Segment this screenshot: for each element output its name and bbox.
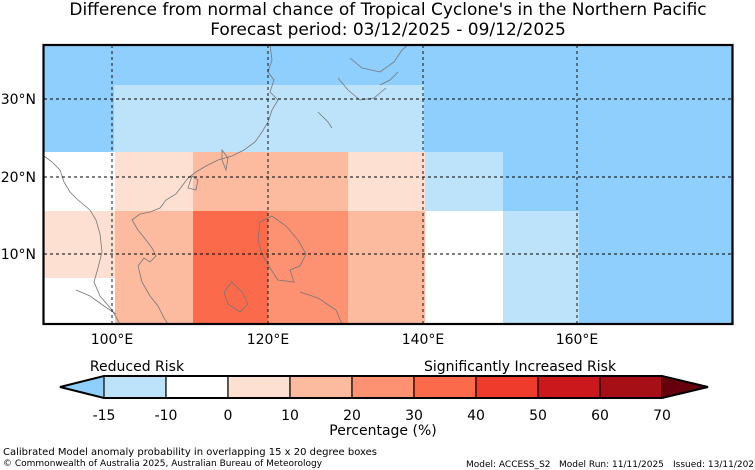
legend-color-box — [599, 375, 663, 399]
lat-label-30n: 30°N — [1, 92, 36, 108]
map-title: Difference from normal chance of Tropica… — [69, 0, 707, 20]
footer-model: Model: ACCESS_S2 — [466, 460, 551, 470]
footer-method-note: Calibrated Model anomaly probability in … — [3, 447, 378, 458]
lon-label-120e: 120°E — [247, 332, 290, 348]
legend-color-box — [413, 375, 477, 399]
footer-copyright: © Commonwealth of Australia 2025, Austra… — [3, 459, 323, 469]
legend-tick-label: 0 — [224, 408, 233, 424]
map-frame — [42, 43, 734, 326]
forecast-period: Forecast period: 03/12/2025 - 09/12/2025 — [210, 20, 566, 40]
legend-axis-label: Percentage (%) — [329, 423, 436, 439]
legend-color-box — [537, 375, 601, 399]
footer-model-run: Model Run: 11/11/2025 — [559, 460, 664, 470]
legend-color-box — [103, 375, 167, 399]
legend-tick-label: 60 — [591, 408, 609, 424]
legend-tick-label: 10 — [281, 408, 299, 424]
map-panel — [44, 45, 732, 324]
legend-color-box — [289, 375, 353, 399]
legend-color-box — [351, 375, 415, 399]
legend-tick-label: -15 — [93, 408, 116, 424]
footer-issued: Issued: 13/11/2025 — [673, 460, 755, 470]
legend-tick-label: 20 — [343, 408, 361, 424]
lat-label-10n: 10°N — [1, 247, 36, 263]
legend-over-arrow — [662, 376, 708, 398]
legend-tick-label: 40 — [467, 408, 485, 424]
legend-tick-labels: -15 -10 0 10 20 30 40 50 60 70 — [93, 408, 671, 424]
legend-under-arrow — [60, 376, 104, 398]
legend-tick-label: -10 — [155, 408, 178, 424]
lon-label-160e: 160°E — [556, 332, 599, 348]
graticule — [44, 45, 732, 324]
legend-increased-risk-label: Significantly Increased Risk — [424, 359, 617, 375]
legend-tick-label: 50 — [529, 408, 547, 424]
legend-colorbar — [59, 375, 709, 399]
lon-label-140e: 140°E — [402, 332, 445, 348]
legend-color-box — [227, 375, 291, 399]
legend-color-box — [475, 375, 539, 399]
lat-label-20n: 20°N — [1, 170, 36, 186]
coastlines — [44, 45, 409, 324]
legend-reduced-risk-label: Reduced Risk — [90, 359, 185, 375]
legend-tick-label: 70 — [653, 408, 671, 424]
legend-tick-label: 30 — [405, 408, 423, 424]
lon-label-100e: 100°E — [91, 332, 134, 348]
legend-color-box — [165, 375, 229, 399]
